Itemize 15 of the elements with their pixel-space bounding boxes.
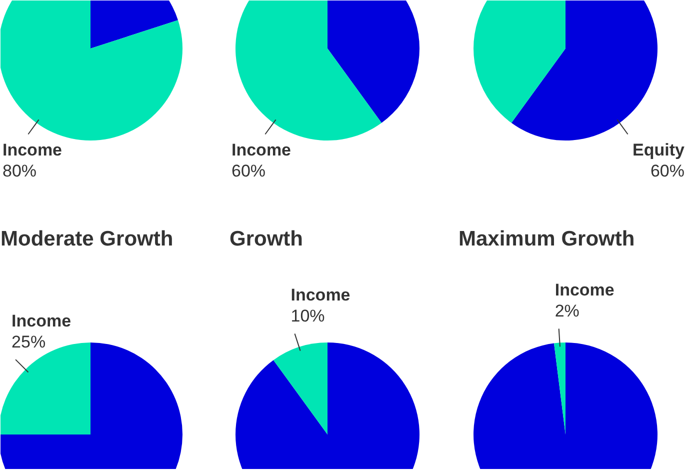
slice-label: Income: [12, 312, 72, 331]
slice-label: Income: [290, 286, 350, 305]
data-label: 10%: [290, 306, 325, 326]
data-label: 2%: [554, 302, 580, 321]
data-label: 60%: [232, 161, 266, 180]
chart-title: Growth: [230, 228, 303, 250]
slice-label: Equity: [632, 140, 686, 160]
slice-label: Income: [232, 140, 292, 160]
data-label: 25%: [12, 332, 46, 352]
chart-title: Maximum Growth: [458, 228, 635, 250]
data-label: 80%: [2, 161, 37, 180]
slice-label: Income: [2, 140, 62, 160]
data-label: 60%: [650, 161, 685, 180]
chart-title: Moderate Growth: [0, 228, 174, 250]
slice-label: Income: [554, 280, 614, 300]
